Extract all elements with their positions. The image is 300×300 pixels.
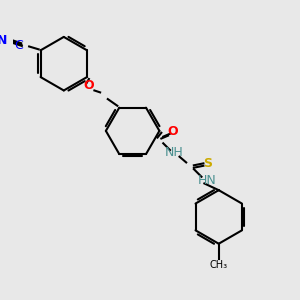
Text: CH₃: CH₃ bbox=[210, 260, 228, 270]
Text: HN: HN bbox=[198, 174, 217, 187]
Text: NH: NH bbox=[164, 146, 183, 159]
Text: S: S bbox=[203, 157, 212, 170]
Text: N: N bbox=[0, 34, 8, 47]
Text: O: O bbox=[167, 125, 178, 138]
Text: C: C bbox=[14, 39, 23, 52]
Text: O: O bbox=[83, 79, 94, 92]
